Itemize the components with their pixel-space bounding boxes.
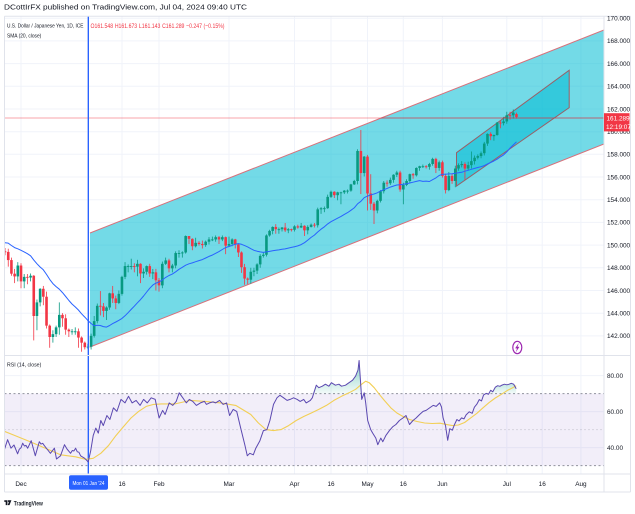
svg-text:Feb: Feb [153, 481, 164, 488]
svg-text:TradingView: TradingView [14, 500, 43, 507]
svg-text:12:19:07: 12:19:07 [606, 124, 631, 131]
svg-text:152.000: 152.000 [607, 220, 631, 227]
svg-text:O161.548 H161.673 L161.143 C16: O161.548 H161.673 L161.143 C161.289 −0.2… [91, 23, 225, 30]
svg-text:Dec: Dec [15, 481, 27, 488]
svg-text:170.000: 170.000 [607, 16, 631, 23]
svg-text:Jun: Jun [437, 481, 448, 488]
svg-text:164.000: 164.000 [607, 84, 631, 91]
svg-text:16: 16 [118, 481, 126, 488]
svg-text:16: 16 [539, 481, 547, 488]
svg-text:16: 16 [327, 481, 335, 488]
svg-text:160.000: 160.000 [607, 129, 631, 136]
svg-text:DCottIrFX published on Trading: DCottIrFX published on TradingView.com, … [4, 3, 247, 12]
svg-text:162.000: 162.000 [607, 106, 631, 113]
svg-text:Mar: Mar [223, 481, 235, 488]
svg-text:154.000: 154.000 [607, 197, 631, 204]
svg-text:60.00: 60.00 [607, 409, 623, 416]
svg-text:166.000: 166.000 [607, 61, 631, 68]
svg-text:SMA (20, close): SMA (20, close) [7, 34, 41, 40]
svg-text:156.000: 156.000 [607, 174, 631, 181]
svg-text:Jul: Jul [503, 481, 511, 488]
svg-text:146.000: 146.000 [607, 288, 631, 295]
svg-text:150.000: 150.000 [607, 242, 631, 249]
svg-text:RSI (14, close): RSI (14, close) [7, 363, 41, 369]
svg-text:144.000: 144.000 [607, 311, 631, 318]
svg-text:16: 16 [400, 481, 408, 488]
svg-text:Apr: Apr [290, 481, 301, 488]
svg-text:40.00: 40.00 [607, 445, 623, 452]
svg-text:142.000: 142.000 [607, 333, 631, 340]
svg-text:161.289: 161.289 [607, 116, 631, 123]
svg-text:May: May [361, 481, 374, 488]
svg-text:148.000: 148.000 [607, 265, 631, 272]
svg-text:80.00: 80.00 [607, 373, 623, 380]
svg-text:158.000: 158.000 [607, 152, 631, 159]
svg-text:Aug: Aug [575, 481, 587, 488]
svg-text:168.000: 168.000 [607, 38, 631, 45]
svg-text:Mon 01 Jan '24: Mon 01 Jan '24 [73, 481, 106, 487]
svg-text:U.S. Dollar / Japanese Yen, 1D: U.S. Dollar / Japanese Yen, 1D, ICE [7, 24, 84, 30]
